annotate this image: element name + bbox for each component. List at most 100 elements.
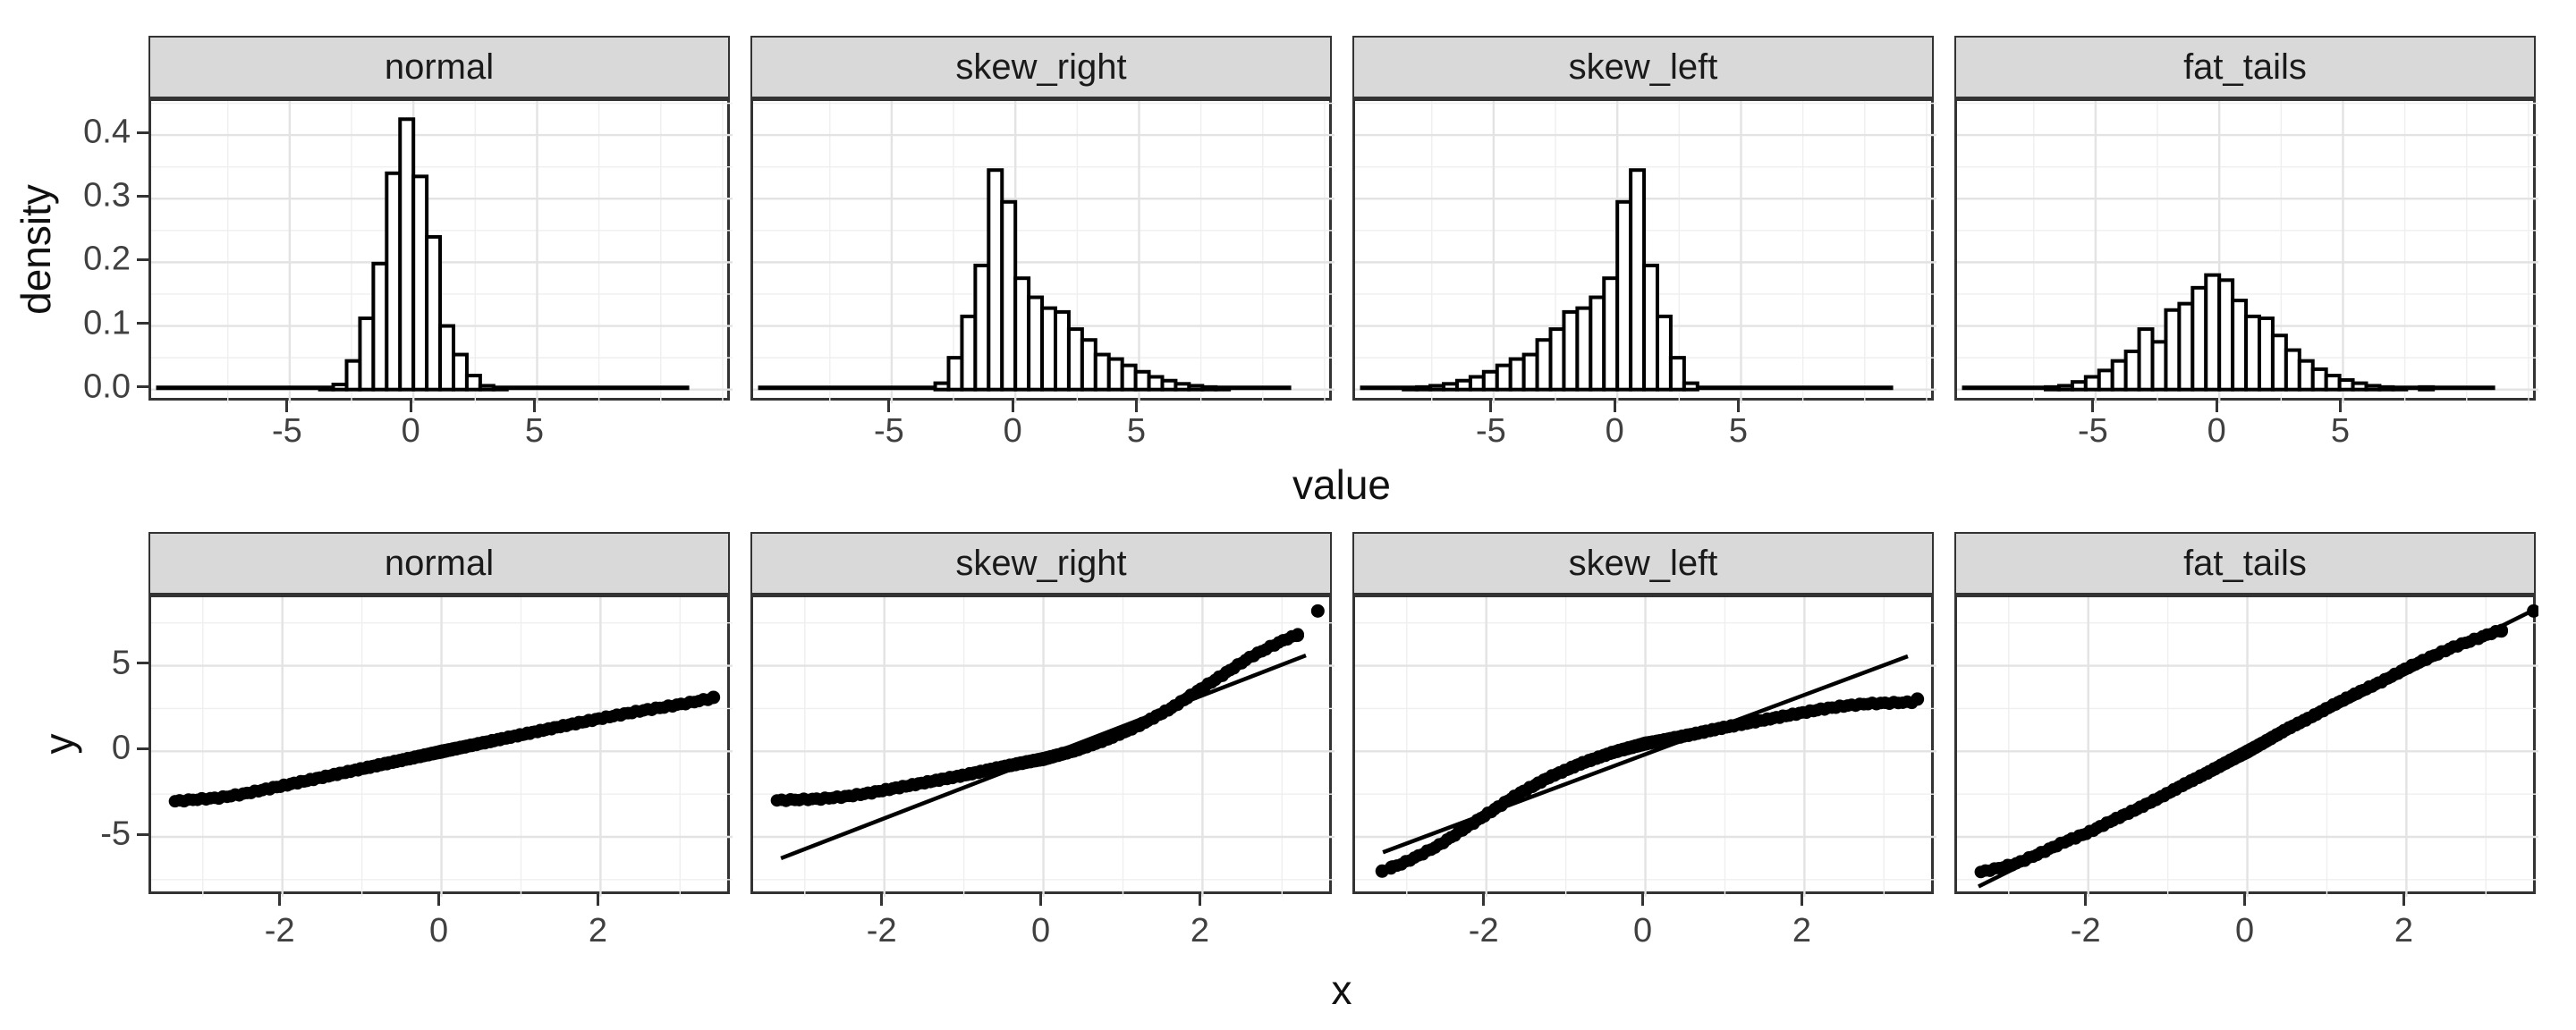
facet-strip-skew_right: skew_right <box>750 36 1332 98</box>
facet-strip-label: skew_right <box>955 46 1127 87</box>
panel-qq-skew_right <box>750 595 1335 897</box>
facet-strip-label: normal <box>384 543 495 583</box>
y-tick-label: 0.1 <box>83 304 131 342</box>
x-tick-mark <box>1039 894 1043 906</box>
x-tick-label: -2 <box>866 912 897 950</box>
x-tick-mark <box>596 894 599 906</box>
x-tick-mark <box>2084 894 2088 906</box>
x-tick-mark <box>887 401 891 412</box>
facet-strip-fat_tails: fat_tails <box>1954 36 2536 98</box>
x-tick-mark <box>2091 401 2095 412</box>
x-tick-label: 5 <box>1728 412 1749 450</box>
panel-hist-normal <box>148 98 733 403</box>
x-tick-label: -5 <box>2077 412 2108 450</box>
facet-strip-fat_tails: fat_tails <box>1954 532 2536 595</box>
facet-strip-label: skew_right <box>955 543 1127 583</box>
facet-strip-skew_left: skew_left <box>1352 36 1934 98</box>
x-tick-mark <box>437 894 441 906</box>
y-tick-mark <box>137 131 148 134</box>
x-tick-label: -5 <box>1475 412 1506 450</box>
facet-strip-label: fat_tails <box>2183 46 2307 87</box>
x-tick-label: 0 <box>2207 412 2226 450</box>
facet-strip-normal: normal <box>148 532 730 595</box>
x-tick-mark <box>409 401 412 412</box>
y-tick-label: 5 <box>111 644 131 682</box>
axis-title-value: value <box>1292 461 1391 508</box>
x-tick-mark <box>285 401 289 412</box>
x-tick-label: 5 <box>524 412 545 450</box>
qq-plot-skew_right <box>753 597 1335 897</box>
y-tick-mark <box>137 832 148 836</box>
facet-strip-label: normal <box>384 46 495 87</box>
x-tick-mark <box>1198 894 1201 906</box>
facet-strip-skew_right: skew_right <box>750 532 1332 595</box>
y-tick-label: 0.3 <box>83 176 131 215</box>
x-tick-mark <box>1482 894 1486 906</box>
y-tick-label: 0.2 <box>83 240 131 278</box>
panel-qq-normal <box>148 595 733 897</box>
x-tick-mark <box>2402 894 2405 906</box>
panel-hist-fat_tails <box>1954 98 2538 403</box>
x-tick-label: 0 <box>1632 912 1653 950</box>
x-tick-mark <box>1736 401 1740 412</box>
x-tick-label: 0 <box>1030 912 1051 950</box>
x-tick-label: -5 <box>873 412 904 450</box>
x-tick-label: 5 <box>1126 412 1147 450</box>
x-tick-label: 0 <box>428 912 449 950</box>
qq-plot-skew_left <box>1355 597 1936 897</box>
x-tick-mark <box>1800 894 1803 906</box>
x-tick-label: 5 <box>2330 412 2351 450</box>
x-tick-label: 2 <box>1792 912 1811 950</box>
axis-title-x: x <box>1331 967 1352 1013</box>
qq-plot-normal <box>151 597 733 897</box>
x-tick-label: 0 <box>1605 412 1624 450</box>
x-tick-mark <box>1613 401 1616 412</box>
x-tick-label: 0 <box>2234 912 2255 950</box>
x-tick-label: -5 <box>271 412 302 450</box>
x-tick-mark <box>2215 401 2218 412</box>
facet-strip-label: skew_left <box>1568 543 1718 583</box>
qq-plot-fat_tails <box>1957 597 2538 897</box>
x-tick-label: -2 <box>1468 912 1499 950</box>
x-tick-mark <box>2338 401 2342 412</box>
y-tick-mark <box>137 322 148 325</box>
y-tick-mark <box>137 258 148 261</box>
histogram-fat_tails <box>1957 101 2538 403</box>
panel-qq-fat_tails <box>1954 595 2538 897</box>
axis-title-density: density <box>13 184 59 315</box>
x-tick-mark <box>278 894 282 906</box>
y-tick-mark <box>137 662 148 665</box>
x-tick-label: 2 <box>1190 912 1209 950</box>
histogram-skew_left <box>1355 101 1936 403</box>
x-tick-label: 2 <box>2394 912 2413 950</box>
x-tick-mark <box>532 401 536 412</box>
panel-hist-skew_right <box>750 98 1335 403</box>
histogram-normal <box>151 101 733 403</box>
x-tick-label: 0 <box>1003 412 1022 450</box>
y-tick-label: 0.4 <box>83 113 131 151</box>
y-tick-label: 0.0 <box>83 367 131 406</box>
x-tick-mark <box>2243 894 2247 906</box>
y-tick-label: 0 <box>111 729 131 767</box>
panel-qq-skew_left <box>1352 595 1936 897</box>
histogram-skew_right <box>753 101 1335 403</box>
x-tick-label: -2 <box>2070 912 2101 950</box>
x-tick-mark <box>1134 401 1138 412</box>
y-tick-mark <box>137 747 148 750</box>
x-tick-mark <box>880 894 884 906</box>
x-tick-mark <box>1011 401 1014 412</box>
x-tick-label: 2 <box>588 912 607 950</box>
y-tick-label: -5 <box>100 815 131 853</box>
facet-strip-label: fat_tails <box>2183 543 2307 583</box>
x-tick-mark <box>1489 401 1493 412</box>
y-tick-mark <box>137 385 148 389</box>
x-tick-label: 0 <box>401 412 420 450</box>
x-tick-label: -2 <box>264 912 295 950</box>
y-tick-mark <box>137 194 148 198</box>
facet-strip-normal: normal <box>148 36 730 98</box>
facet-strip-skew_left: skew_left <box>1352 532 1934 595</box>
panel-hist-skew_left <box>1352 98 1936 403</box>
facet-strip-label: skew_left <box>1568 46 1718 87</box>
x-tick-mark <box>1641 894 1645 906</box>
